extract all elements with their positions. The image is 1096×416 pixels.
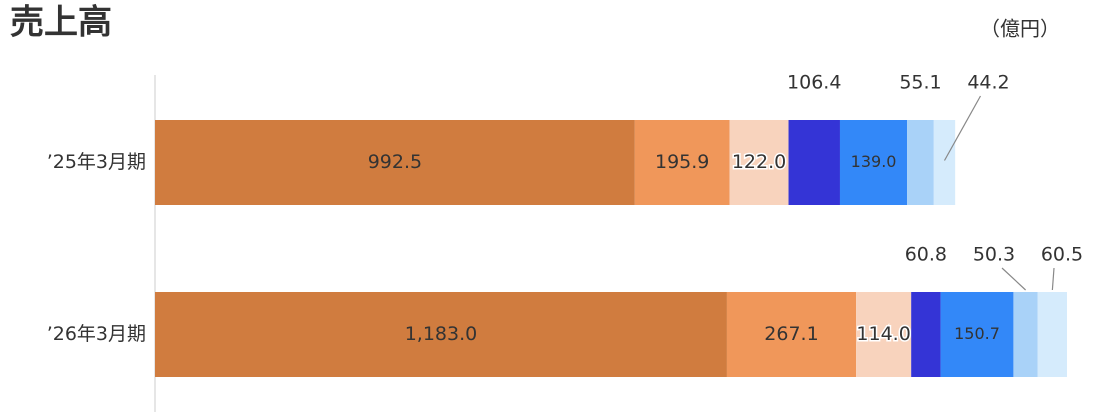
chart-title: 売上高 [10,3,112,43]
bar-segment [788,120,840,205]
value-label: 55.1 [899,72,941,94]
value-label: 50.3 [973,244,1015,266]
value-label: 60.8 [905,244,947,266]
bar-segment [839,120,908,205]
value-label: 267.1 [764,323,818,345]
bar-segment [729,120,789,205]
value-label: 150.7 [954,324,1000,343]
bar-segment [1037,292,1067,377]
value-label: 195.9 [655,151,709,173]
bar-segment [155,120,635,205]
category-label: ’26年3月期 [47,323,146,345]
bar-segment [933,120,956,205]
bar-segment [911,292,941,377]
leader-line [943,95,982,161]
leader-line [1001,267,1027,291]
bar-segment [907,120,934,205]
unit-label: （億円） [980,17,1060,41]
bar-segment [856,292,912,377]
value-label: 114.0 [856,323,910,345]
value-label: 44.2 [967,72,1009,94]
bar-segment [726,292,857,377]
bar-segment [634,120,730,205]
bar-segment [940,292,1014,377]
bar-segment [1013,292,1038,377]
value-label: 992.5 [368,151,422,173]
value-label: 106.4 [787,72,841,94]
leader-line [1051,267,1055,291]
bar-segment [155,292,727,377]
value-label: 60.5 [1041,244,1083,266]
value-label: 139.0 [851,152,897,171]
category-label: ’25年3月期 [47,151,146,173]
value-label: 122.0 [732,151,786,173]
value-label: 1,183.0 [405,323,478,345]
